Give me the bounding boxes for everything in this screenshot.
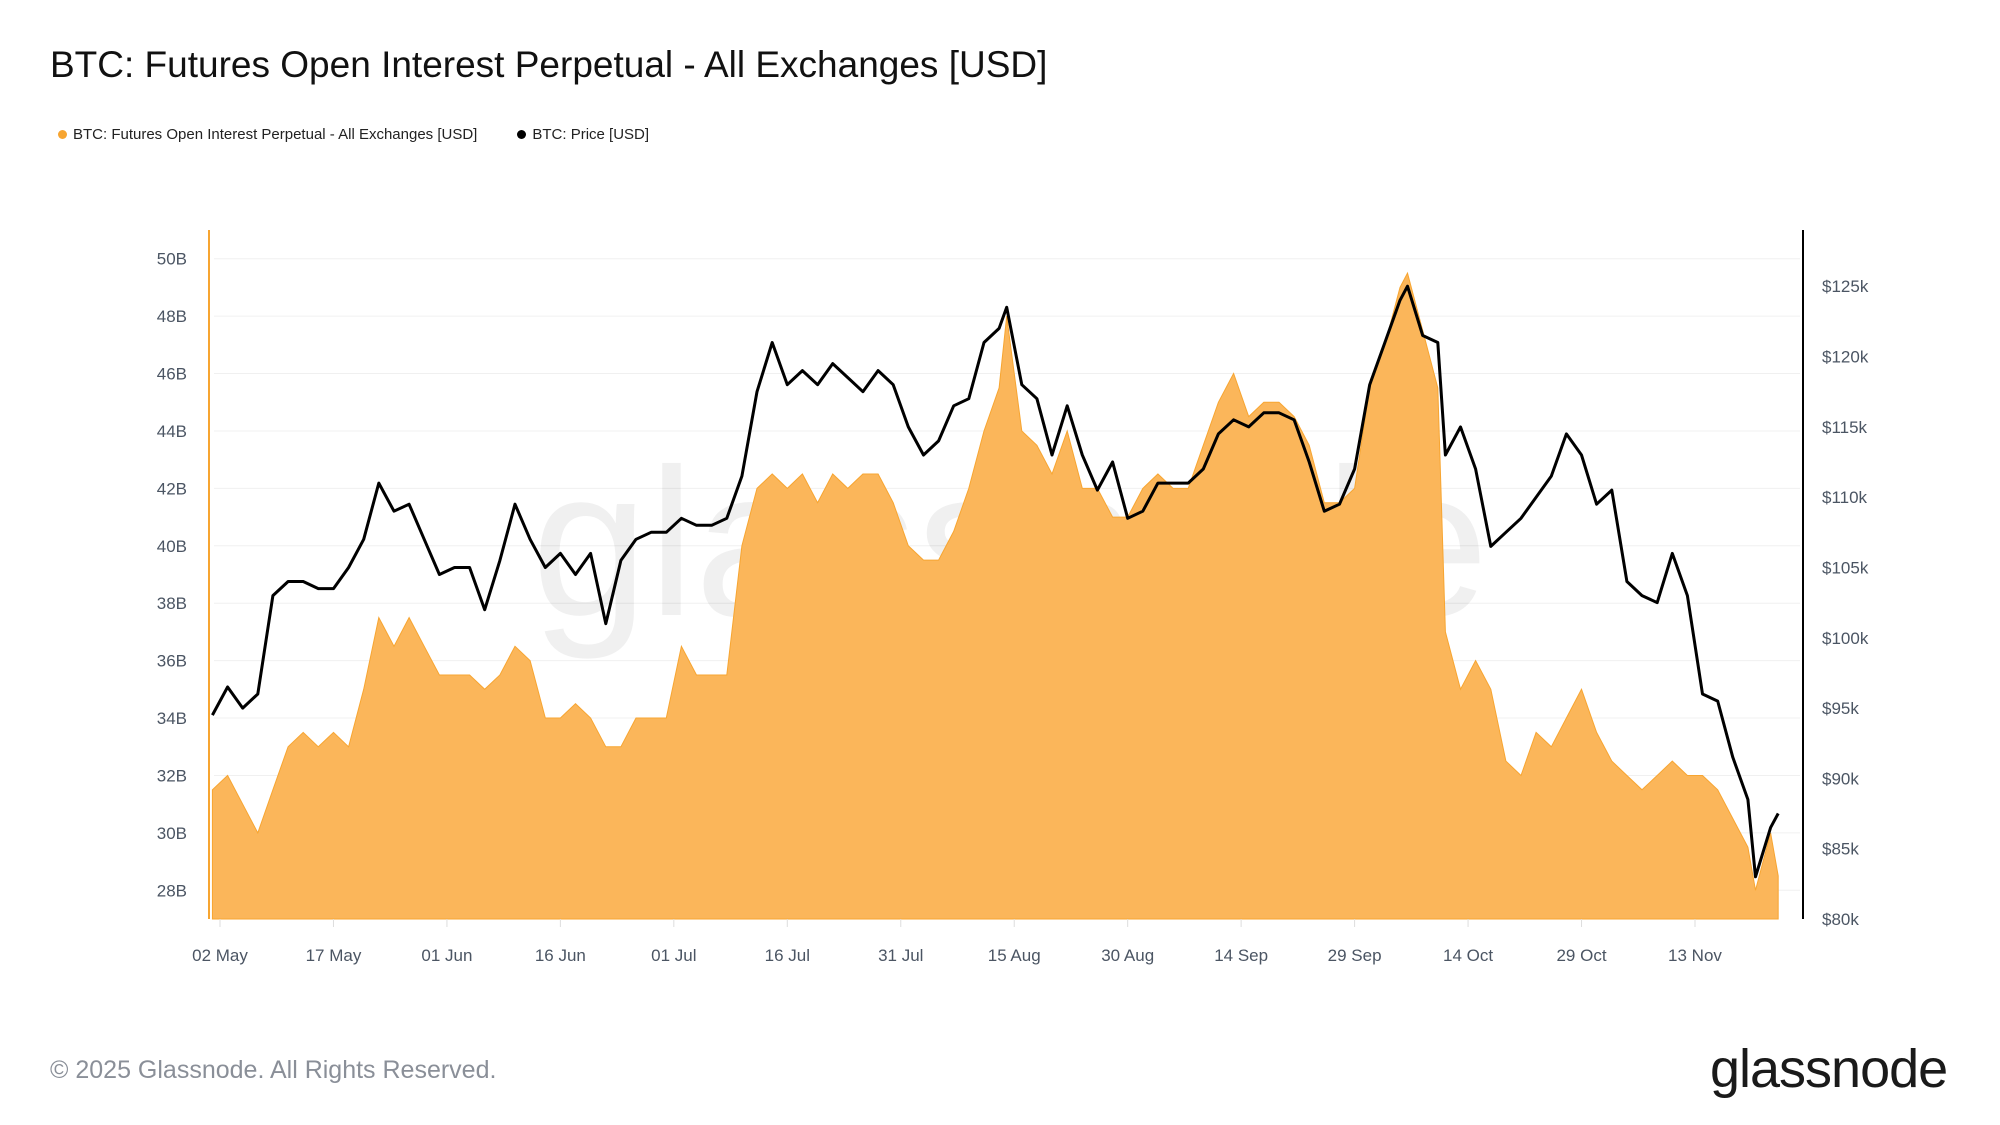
x-tick-label: 15 Aug [988,946,1041,965]
y-right-tick-label: $125k [1822,277,1869,296]
y-right-tick-label: $120k [1822,348,1869,367]
price-line [211,284,1780,879]
y-left-tick-label: 32B [157,766,187,785]
axes [208,230,1804,927]
x-tick-label: 01 Jun [421,946,472,965]
glassnode-logo[interactable]: glassnode [1710,1039,1948,1099]
y-right-tick-label: $110k [1822,488,1868,507]
x-tick-label: 16 Jul [765,946,810,965]
y-right-tick-label: $85k [1822,840,1859,859]
legend-item-open-interest[interactable]: BTC: Futures Open Interest Perpetual - A… [58,126,477,143]
y-right-tick-label: $95k [1822,699,1859,718]
x-tick-label: 31 Jul [878,946,923,965]
y-left-tick-label: 38B [157,594,187,613]
y-right-tick-label: $105k [1822,558,1869,577]
legend-item-price[interactable]: BTC: Price [USD] [517,126,649,143]
y-left-tick-label: 30B [157,824,187,843]
y-left-tick-label: 34B [157,709,187,728]
y-left-tick-label: 46B [157,365,187,384]
legend-label: BTC: Futures Open Interest Perpetual - A… [73,126,478,143]
y-left-tick-label: 44B [157,422,187,441]
x-tick-label: 16 Jun [535,946,586,965]
y-left-tick-label: 50B [157,250,187,269]
chart-title: BTC: Futures Open Interest Perpetual - A… [50,44,1048,85]
y-left-tick-label: 42B [157,479,187,498]
y-right-tick-label: $90k [1822,769,1859,788]
x-tick-label: 14 Sep [1214,946,1268,965]
x-tick-label: 13 Nov [1668,946,1722,965]
x-tick-label: 02 May [192,946,248,965]
x-tick-label: 01 Jul [651,946,696,965]
copyright-footer: © 2025 Glassnode. All Rights Reserved. [50,1056,497,1084]
open-interest-area [211,271,1779,920]
x-tick-label: 14 Oct [1443,946,1493,965]
x-tick-label: 17 May [306,946,362,965]
y-right-tick-label: $100k [1822,629,1869,648]
legend-dot-icon [58,130,67,139]
y-left-tick-label: 28B [157,881,187,900]
tick-labels: 28B 30B 32B 34B 36B 38B 40B 42B 44B 46B 48B 50B $80k… [157,250,1869,965]
legend-label: BTC: Price [USD] [532,126,650,143]
x-tick-label: 30 Aug [1101,946,1154,965]
y-left-tick-label: 40B [157,537,187,556]
y-right-tick-label: $115k [1822,418,1868,437]
y-left-tick-label: 36B [157,652,187,671]
x-tick-label: 29 Oct [1556,946,1606,965]
legend-dot-icon [517,130,527,139]
legend: BTC: Futures Open Interest Perpetual - A… [58,126,649,143]
y-left-tick-label: 48B [157,307,187,326]
x-tick-label: 29 Sep [1328,946,1382,965]
y-right-tick-label: $80k [1822,910,1859,929]
